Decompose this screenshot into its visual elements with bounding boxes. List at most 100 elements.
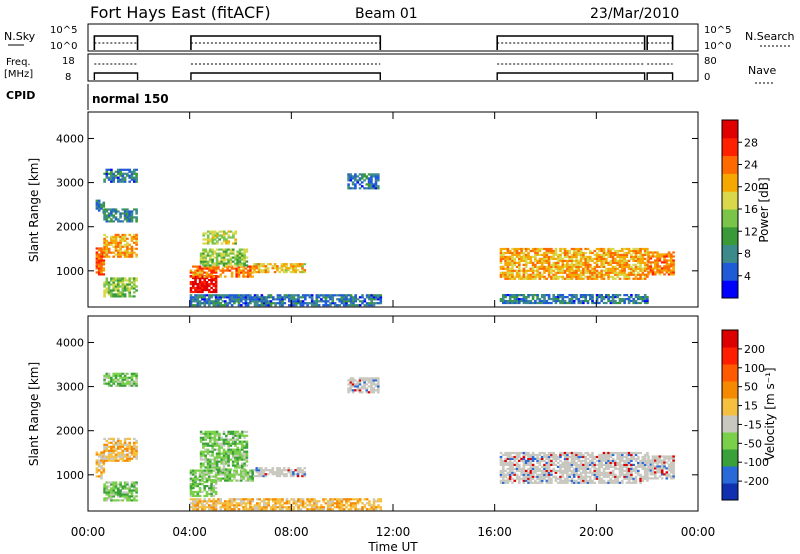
range-time-cell	[527, 255, 530, 258]
range-time-cell	[128, 247, 131, 250]
range-time-cell	[602, 301, 606, 305]
range-time-cell	[234, 254, 237, 257]
range-time-cell	[215, 462, 219, 465]
range-time-cell	[203, 488, 206, 492]
range-time-cell	[201, 506, 204, 509]
range-time-cell	[552, 467, 555, 470]
range-time-cell	[224, 504, 227, 507]
range-time-cell	[589, 277, 592, 280]
range-time-cell	[647, 465, 650, 468]
range-time-cell	[215, 464, 219, 467]
range-time-cell	[524, 249, 528, 253]
range-time-cell	[595, 455, 599, 459]
range-time-cell	[649, 459, 653, 462]
range-time-cell	[345, 298, 348, 301]
range-time-cell	[130, 382, 134, 385]
range-time-cell	[226, 475, 229, 478]
range-time-cell	[130, 493, 134, 496]
range-time-cell	[206, 452, 210, 455]
range-time-cell	[566, 267, 569, 270]
range-time-cell	[572, 451, 576, 455]
range-time-cell	[130, 447, 134, 450]
range-time-cell	[607, 463, 610, 466]
range-time-cell	[591, 471, 594, 474]
range-time-cell	[201, 294, 204, 297]
range-time-cell	[244, 296, 248, 299]
range-time-cell	[570, 463, 574, 466]
range-time-cell	[568, 277, 571, 280]
range-time-cell	[102, 205, 106, 208]
range-time-cell	[107, 441, 111, 444]
range-time-cell	[356, 502, 360, 505]
range-time-cell	[577, 451, 581, 455]
range-time-cell	[130, 172, 134, 175]
range-time-cell	[518, 251, 521, 255]
range-time-cell	[511, 265, 514, 268]
range-time-cell	[547, 251, 551, 255]
range-time-cell	[292, 300, 296, 303]
range-time-cell	[282, 265, 286, 268]
range-time-cell	[206, 252, 210, 255]
range-time-cell	[552, 461, 555, 464]
range-time-cell	[285, 473, 288, 476]
range-time-cell	[219, 302, 222, 305]
range-time-cell	[605, 257, 608, 260]
range-time-cell	[234, 242, 237, 245]
range-time-cell	[522, 271, 526, 274]
range-time-cell	[621, 479, 624, 482]
range-time-cell	[368, 296, 371, 299]
range-time-cell	[213, 264, 217, 267]
range-time-cell	[117, 499, 120, 502]
range-time-cell	[614, 265, 617, 268]
range-time-cell	[609, 299, 613, 303]
range-time-cell	[589, 251, 592, 255]
range-time-cell	[119, 253, 122, 256]
range-time-cell	[529, 269, 533, 272]
range-time-cell	[508, 271, 512, 274]
range-time-cell	[663, 255, 666, 258]
range-time-cell	[204, 442, 207, 445]
range-time-cell	[198, 281, 202, 284]
range-time-cell	[586, 301, 590, 305]
range-time-cell	[598, 467, 601, 470]
range-time-cell	[568, 269, 571, 272]
range-time-cell	[502, 273, 505, 276]
range-time-cell	[229, 448, 233, 451]
range-time-cell	[215, 440, 219, 443]
range-time-cell	[282, 469, 286, 472]
range-time-cell	[637, 267, 640, 270]
nsky-tick-max: 10^5	[50, 25, 77, 36]
range-time-cell	[281, 298, 284, 301]
range-time-cell	[273, 471, 277, 474]
range-time-cell	[246, 471, 250, 474]
range-time-cell	[271, 473, 275, 476]
range-time-cell	[130, 176, 134, 179]
range-time-cell	[117, 233, 120, 236]
range-time-cell	[123, 372, 127, 375]
range-time-cell	[326, 296, 330, 299]
range-time-cell	[627, 271, 631, 274]
range-time-cell	[579, 271, 583, 274]
range-time-cell	[208, 294, 211, 297]
range-time-cell	[632, 457, 635, 460]
range-time-cell	[208, 273, 211, 276]
range-time-cell	[189, 283, 193, 286]
range-time-cell	[264, 473, 268, 476]
range-time-cell	[672, 273, 675, 276]
range-time-cell	[283, 294, 287, 297]
range-time-cell	[206, 250, 210, 253]
range-time-cell	[112, 174, 115, 177]
range-time-cell	[372, 185, 375, 188]
range-time-cell	[554, 459, 558, 462]
range-time-cell	[643, 275, 647, 278]
range-time-cell	[117, 291, 120, 294]
range-time-cell	[577, 475, 581, 478]
range-time-cell	[329, 508, 332, 511]
range-time-cell	[586, 461, 590, 464]
range-time-cell	[663, 261, 666, 264]
range-time-cell	[211, 444, 214, 447]
range-time-cell	[246, 479, 250, 482]
range-time-cell	[218, 260, 221, 263]
range-time-cell	[251, 477, 254, 480]
range-time-cell	[654, 263, 657, 266]
